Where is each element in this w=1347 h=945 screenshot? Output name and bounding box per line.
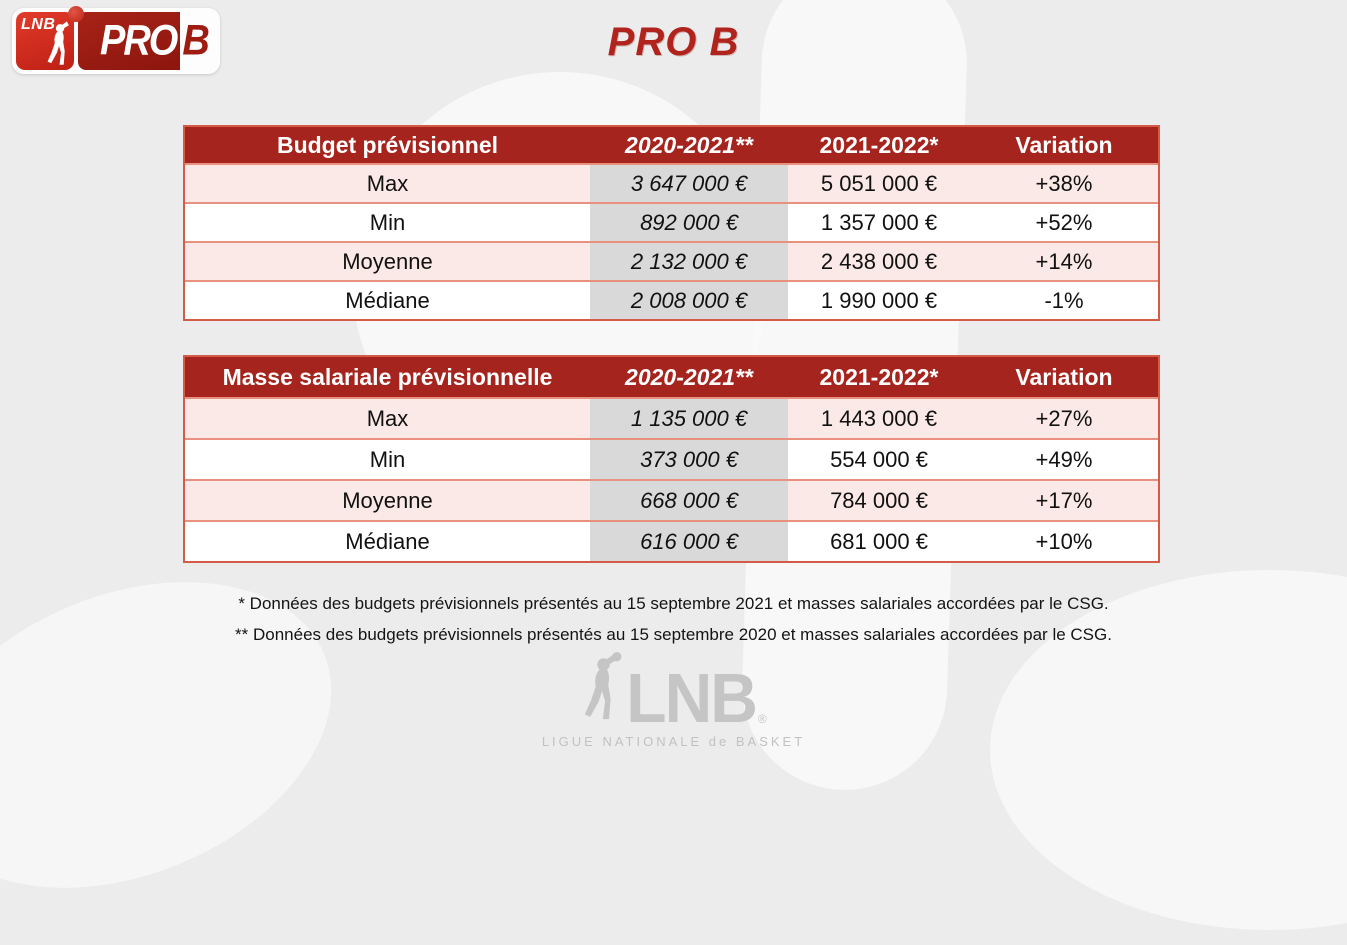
table-row: Max 1 135 000 € 1 443 000 € +27% xyxy=(185,397,1158,438)
row-label: Médiane xyxy=(345,287,430,313)
value-variation: +52% xyxy=(1035,209,1093,235)
value-2021-2022: 1 357 000 € xyxy=(820,209,938,235)
column-header-variation: Variation xyxy=(1015,131,1113,158)
value-2020-2021: 373 000 € xyxy=(590,440,788,479)
value-2020-2021: 2 132 000 € xyxy=(590,243,788,280)
row-label: Min xyxy=(369,446,406,472)
value-2020-2021: 1 135 000 € xyxy=(590,399,788,438)
row-label: Médiane xyxy=(345,528,430,554)
value-2021-2022: 554 000 € xyxy=(830,446,928,472)
value-2021-2022: 1 443 000 € xyxy=(820,405,938,431)
value-variation: +38% xyxy=(1035,170,1093,196)
row-label: Moyenne xyxy=(342,487,433,513)
row-label: Min xyxy=(369,209,406,235)
table-row: Max 3 647 000 € 5 051 000 € +38% xyxy=(185,163,1158,202)
footnote-line-2: ** Données des budgets prévisionnels pré… xyxy=(235,625,1112,644)
page-title: PRO B xyxy=(607,20,740,64)
footnote-line-1: * Données des budgets prévisionnels prés… xyxy=(238,594,1109,613)
lnb-watermark-main: LNB ® xyxy=(580,652,767,737)
lnb-red-box: LNB xyxy=(16,12,74,70)
row-label: Moyenne xyxy=(342,248,433,274)
value-variation: +10% xyxy=(1035,528,1093,554)
footnotes: * Données des budgets prévisionnels prés… xyxy=(0,588,1347,650)
table-row: Moyenne 668 000 € 784 000 € +17% xyxy=(185,479,1158,520)
lnb-pro-b-logo: LNB PRO B xyxy=(12,6,220,74)
value-2021-2022: 784 000 € xyxy=(830,487,928,513)
pro-dark-red-box: PRO xyxy=(78,12,181,70)
value-variation: +49% xyxy=(1035,446,1093,472)
table-header-row: Budget prévisionnel 2020-2021** 2021-202… xyxy=(185,127,1158,163)
masse-salariale-table: Masse salariale prévisionnelle 2020-2021… xyxy=(183,355,1160,563)
value-2020-2021: 892 000 € xyxy=(590,204,788,241)
table-title: Masse salariale prévisionnelle xyxy=(222,363,553,390)
value-variation: +14% xyxy=(1035,248,1093,274)
value-2020-2021: 616 000 € xyxy=(590,522,788,561)
table-row: Min 892 000 € 1 357 000 € +52% xyxy=(185,202,1158,241)
column-header-2020-2021: 2020-2021** xyxy=(625,363,753,390)
table-title: Budget prévisionnel xyxy=(276,131,499,158)
basketball-icon xyxy=(68,6,84,22)
registered-mark: ® xyxy=(757,712,767,726)
pro-logo-text: PRO xyxy=(100,16,178,64)
b-white-box: B xyxy=(180,12,211,70)
row-label: Max xyxy=(366,170,409,196)
b-logo-text: B xyxy=(182,16,210,64)
value-variation: +27% xyxy=(1035,405,1093,431)
lnb-logo-text: LNB xyxy=(21,16,56,33)
value-2020-2021: 2 008 000 € xyxy=(590,282,788,319)
lnb-watermark-logo: LNB ® LIGUE NATIONALE de BASKET xyxy=(0,652,1347,749)
value-2021-2022: 2 438 000 € xyxy=(820,248,938,274)
table-row: Min 373 000 € 554 000 € +49% xyxy=(185,438,1158,479)
value-2021-2022: 1 990 000 € xyxy=(820,287,938,313)
column-header-2020-2021: 2020-2021** xyxy=(625,131,753,158)
column-header-2021-2022: 2021-2022* xyxy=(819,131,939,158)
value-2020-2021: 668 000 € xyxy=(590,481,788,520)
value-variation: +17% xyxy=(1035,487,1093,513)
column-header-2021-2022: 2021-2022* xyxy=(819,363,939,390)
table-row: Médiane 2 008 000 € 1 990 000 € -1% xyxy=(185,280,1158,319)
table-header-row: Masse salariale prévisionnelle 2020-2021… xyxy=(185,357,1158,397)
basketball-player-icon xyxy=(47,21,69,65)
table-row: Moyenne 2 132 000 € 2 438 000 € +14% xyxy=(185,241,1158,280)
budget-previsionnel-table: Budget prévisionnel 2020-2021** 2021-202… xyxy=(183,125,1160,321)
lnb-watermark-text: LNB xyxy=(626,659,758,737)
value-2021-2022: 5 051 000 € xyxy=(820,170,938,196)
table-row: Médiane 616 000 € 681 000 € +10% xyxy=(185,520,1158,561)
column-header-variation: Variation xyxy=(1015,363,1113,390)
value-2021-2022: 681 000 € xyxy=(830,528,928,554)
value-2020-2021: 3 647 000 € xyxy=(590,165,788,202)
row-label: Max xyxy=(366,405,409,431)
value-variation: -1% xyxy=(1044,287,1084,313)
basketball-player-icon xyxy=(585,652,622,720)
